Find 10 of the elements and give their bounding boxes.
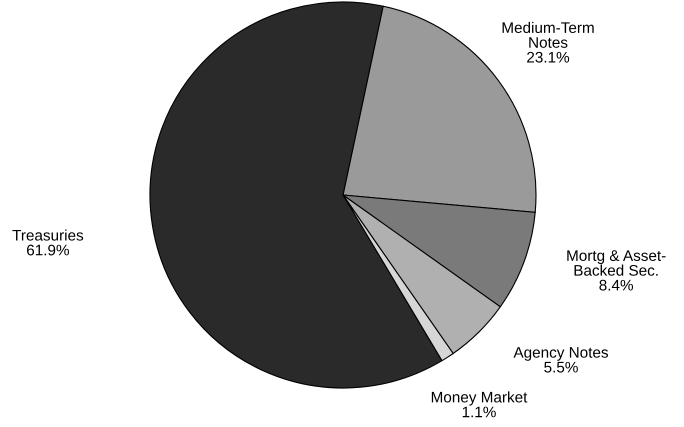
slice-label: Medium-Term Notes [502,22,594,48]
slice-label: Money Market [432,391,528,406]
slice-label: Mortg & Asset- Backed Sec. [567,250,666,276]
data-label: 23.1% [527,52,570,63]
data-label: 5.5% [544,362,578,373]
data-label: 1.1% [462,406,496,418]
slice-label: Agency Notes [513,347,608,361]
data-label: 61.9% [27,244,69,256]
data-label: 8.4% [599,280,634,291]
slice-label: Treasuries [12,229,84,241]
